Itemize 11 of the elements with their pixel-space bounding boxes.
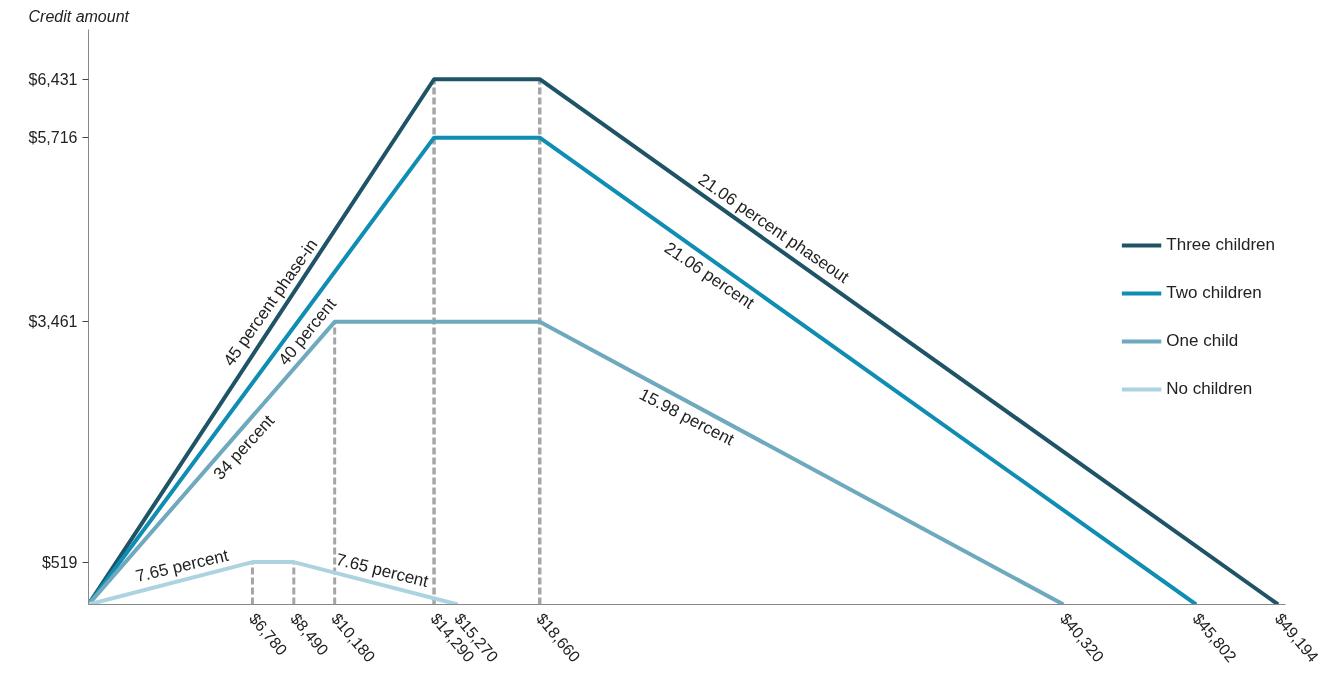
- y-tick-label: $3,461: [28, 313, 78, 331]
- y-axis-title: Credit amount: [28, 7, 130, 25]
- annotation: 7.65 percent: [133, 545, 231, 586]
- legend-label: No children: [1166, 378, 1253, 399]
- legend-label: Three children: [1166, 234, 1275, 255]
- y-tick-label: $519: [41, 553, 78, 571]
- legend-label: One child: [1166, 330, 1239, 351]
- legend-label: Two children: [1166, 282, 1262, 303]
- y-tick-label: $5,716: [28, 129, 78, 147]
- y-tick-label: $6,431: [28, 70, 78, 88]
- annotation: 7.65 percent: [333, 549, 431, 592]
